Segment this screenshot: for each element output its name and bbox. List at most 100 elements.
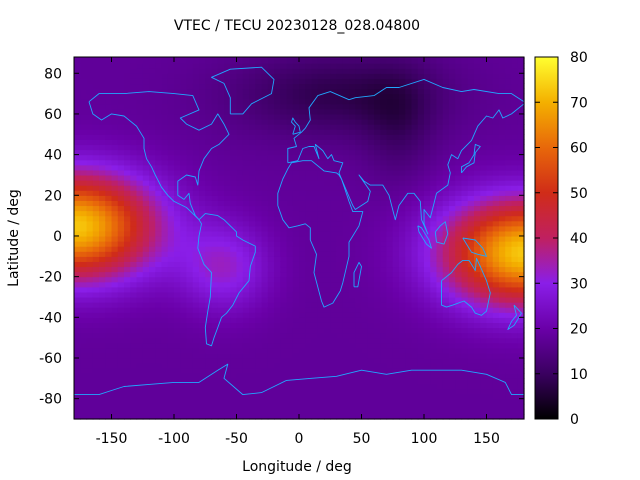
- heatmap-cell: [499, 302, 506, 308]
- heatmap-cell: [199, 129, 206, 135]
- heatmap-cell: [142, 312, 150, 318]
- heatmap-cell: [367, 266, 375, 273]
- heatmap-cell: [224, 352, 231, 359]
- heatmap-cell: [155, 332, 163, 339]
- heatmap-cell: [299, 185, 306, 191]
- heatmap-cell: [392, 108, 400, 115]
- heatmap-cell: [261, 63, 269, 69]
- heatmap-cell: [255, 363, 263, 369]
- heatmap-cell: [255, 388, 263, 395]
- heatmap-cell: [74, 337, 81, 344]
- heatmap-cell: [292, 139, 300, 146]
- heatmap-cell: [199, 317, 206, 323]
- heatmap-cell: [86, 108, 94, 115]
- heatmap-cell: [286, 119, 294, 125]
- heatmap-cell: [80, 246, 88, 252]
- heatmap-cell: [374, 195, 381, 201]
- heatmap-cell: [161, 337, 169, 344]
- heatmap-cell: [249, 307, 256, 313]
- heatmap-cell: [411, 139, 419, 146]
- heatmap-cell: [467, 63, 475, 69]
- heatmap-cell: [480, 347, 488, 354]
- heatmap-cell: [230, 256, 238, 262]
- heatmap-cell: [261, 195, 269, 201]
- heatmap-cell: [180, 408, 188, 415]
- heatmap-cell: [292, 103, 300, 110]
- heatmap-cell: [155, 200, 163, 207]
- heatmap-cell: [424, 373, 431, 379]
- heatmap-cell: [167, 241, 175, 247]
- heatmap-cell: [392, 174, 400, 181]
- heatmap-cell: [92, 322, 100, 329]
- heatmap-cell: [136, 307, 144, 313]
- heatmap-cell: [411, 383, 419, 390]
- heatmap-cell: [455, 256, 463, 262]
- heatmap-cell: [142, 235, 150, 242]
- heatmap-cell: [492, 195, 500, 201]
- heatmap-cell: [292, 164, 300, 171]
- heatmap-cell: [211, 88, 219, 95]
- heatmap-cell: [286, 332, 294, 339]
- heatmap-cell: [299, 337, 306, 344]
- heatmap-cell: [342, 215, 350, 222]
- heatmap-cell: [105, 139, 113, 146]
- heatmap-cell: [324, 200, 331, 207]
- heatmap-cell: [424, 398, 431, 405]
- heatmap-cell: [411, 398, 419, 405]
- heatmap-cell: [455, 398, 463, 405]
- heatmap-cell: [380, 286, 388, 293]
- heatmap-cell: [130, 271, 138, 278]
- heatmap-cell: [230, 78, 238, 85]
- heatmap-cell: [330, 307, 338, 313]
- heatmap-cell: [355, 119, 363, 125]
- heatmap-cell: [80, 164, 88, 171]
- heatmap-cell: [136, 63, 144, 69]
- heatmap-cell: [317, 58, 325, 64]
- heatmap-cell: [436, 195, 444, 201]
- heatmap-cell: [405, 144, 413, 151]
- heatmap-cell: [249, 88, 256, 95]
- heatmap-cell: [486, 403, 494, 410]
- heatmap-cell: [417, 220, 425, 227]
- heatmap-cell: [299, 159, 306, 166]
- heatmap-cell: [336, 378, 344, 385]
- heatmap-cell: [261, 307, 269, 313]
- heatmap-cell: [236, 98, 244, 105]
- heatmap-cell: [311, 68, 319, 74]
- heatmap-cell: [230, 190, 238, 196]
- heatmap-cell: [449, 144, 456, 151]
- heatmap-cell: [324, 266, 331, 273]
- heatmap-cell: [224, 134, 231, 140]
- heatmap-cell: [92, 108, 100, 115]
- heatmap-cell: [424, 215, 431, 222]
- heatmap-cell: [242, 220, 250, 227]
- heatmap-cell: [349, 113, 356, 120]
- heatmap-cell: [455, 388, 463, 395]
- heatmap-cell: [192, 113, 200, 120]
- heatmap-cell: [136, 368, 144, 374]
- heatmap-cell: [280, 373, 288, 379]
- heatmap-cell: [311, 230, 319, 237]
- heatmap-cell: [236, 307, 244, 313]
- heatmap-cell: [411, 200, 419, 207]
- heatmap-cell: [461, 317, 469, 323]
- heatmap-cell: [242, 291, 250, 298]
- heatmap-cell: [199, 124, 206, 130]
- heatmap-cell: [380, 342, 388, 349]
- heatmap-cell: [242, 78, 250, 85]
- heatmap-cell: [86, 363, 94, 369]
- heatmap-cell: [261, 327, 269, 334]
- heatmap-cell: [392, 235, 400, 242]
- heatmap-cell: [105, 78, 113, 85]
- heatmap-cell: [355, 185, 363, 191]
- heatmap-cell: [461, 413, 469, 420]
- heatmap-cell: [461, 154, 469, 161]
- heatmap-cell: [149, 302, 156, 308]
- heatmap-cell: [217, 241, 225, 247]
- heatmap-cell: [111, 88, 119, 95]
- heatmap-cell: [192, 88, 200, 95]
- heatmap-cell: [349, 251, 356, 257]
- heatmap-cell: [199, 266, 206, 273]
- heatmap-cell: [261, 368, 269, 374]
- heatmap-cell: [430, 88, 438, 95]
